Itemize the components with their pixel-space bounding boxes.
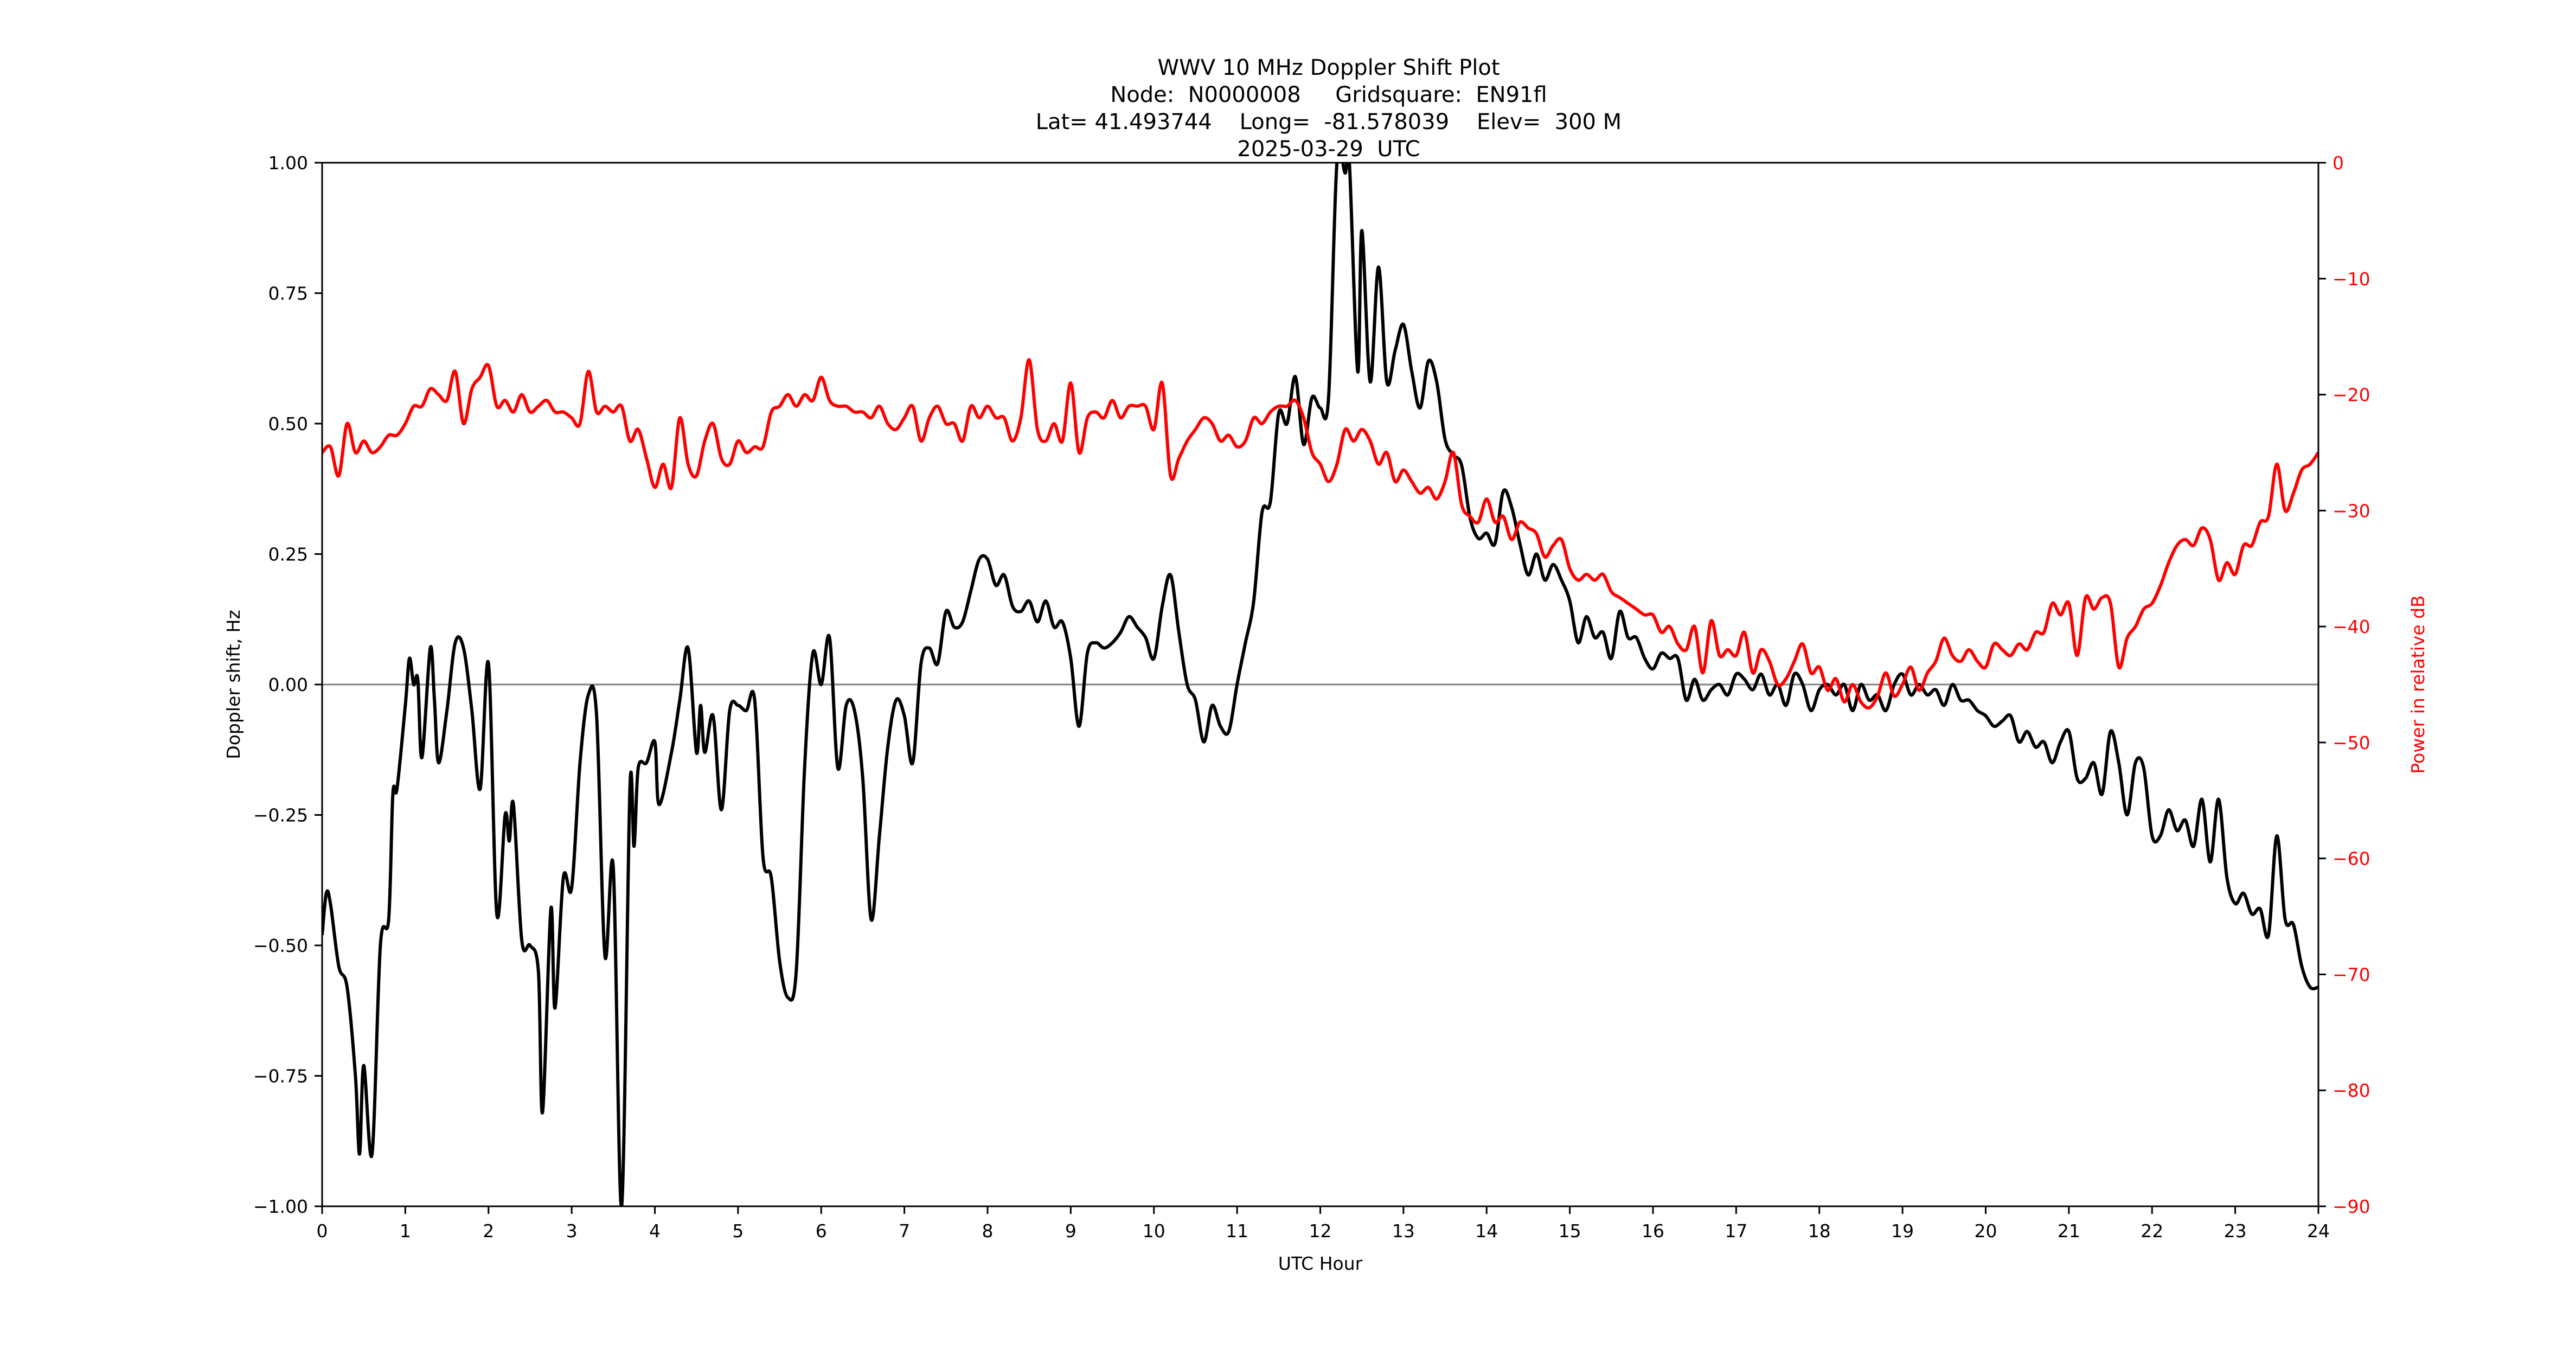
x-tick-label: 19: [1891, 1220, 1914, 1242]
chart-title-block: WWV 10 MHz Doppler Shift Plot Node: N000…: [0, 54, 2576, 163]
chart-title: WWV 10 MHz Doppler Shift Plot: [1157, 55, 1500, 80]
x-tick-label: 15: [1559, 1220, 1581, 1242]
y-tick-label: 0.00: [268, 674, 308, 695]
y2-tick-label: −80: [2333, 1080, 2370, 1101]
y2-tick-label: −50: [2333, 732, 2370, 753]
x-tick-label: 20: [1975, 1220, 1997, 1242]
x-tick-label: 22: [2141, 1220, 2163, 1242]
y2-tick-label: −90: [2333, 1196, 2370, 1217]
x-tick-label: 7: [899, 1220, 910, 1242]
x-tick-label: 17: [1725, 1220, 1747, 1242]
chart-subtitle-node: Node: N0000008 Gridsquare: EN91fl: [1110, 82, 1547, 107]
y2-tick-label: −20: [2333, 385, 2370, 406]
y-tick-label: −0.75: [253, 1066, 308, 1087]
x-tick-label: 13: [1392, 1220, 1415, 1242]
y2-axis-label-power: Power in relative dB: [2407, 595, 2428, 773]
power-series: [322, 358, 2318, 710]
x-tick-label: 21: [2058, 1220, 2080, 1242]
x-tick-label: 8: [982, 1220, 994, 1242]
y-tick-label: −1.00: [253, 1196, 308, 1217]
x-tick-label: 10: [1143, 1220, 1165, 1242]
x-tick-label: 11: [1226, 1220, 1248, 1242]
series-layer: [322, 163, 2318, 1206]
x-tick-label: 2: [483, 1220, 494, 1242]
y-tick-label: −0.50: [253, 935, 308, 956]
x-tick-label: 1: [400, 1220, 411, 1242]
y-tick-label: 1.00: [268, 152, 308, 174]
y-axis-label-doppler: Doppler shift, Hz: [223, 610, 244, 759]
y-tick-label: 0.50: [268, 413, 308, 434]
y2-tick-label: 0: [2333, 152, 2344, 174]
x-tick-label: 4: [649, 1220, 661, 1242]
x-tick-label: 6: [816, 1220, 827, 1242]
x-tick-label: 16: [1642, 1220, 1664, 1242]
axes-layer: 0 1 2 3 4 5 6 7 8 9 10 11 12 13 14 15 16 17 18 19 20 21 22 23 24…: [253, 152, 2370, 1242]
x-tick-label: 23: [2224, 1220, 2247, 1242]
y-tick-label: 0.75: [268, 283, 308, 304]
y2-tick-label: −10: [2333, 268, 2370, 290]
x-tick-label: 14: [1475, 1220, 1498, 1242]
y2-tick-label: −70: [2333, 964, 2370, 985]
x-tick-label: 12: [1309, 1220, 1332, 1242]
y-tick-label: −0.25: [253, 805, 308, 826]
chart-subtitle-location: Lat= 41.493744 Long= -81.578039 Elev= 30…: [1035, 110, 1622, 135]
y-tick-label: 0.25: [268, 544, 308, 565]
x-tick-label: 9: [1065, 1220, 1076, 1242]
x-axis-label: UTC Hour: [1278, 1253, 1363, 1274]
chart-subtitle-date: 2025-03-29 UTC: [1237, 137, 1420, 162]
x-tick-label: 0: [317, 1220, 328, 1242]
x-tick-label: 24: [2307, 1220, 2330, 1242]
x-tick-label: 5: [732, 1220, 744, 1242]
doppler-shift-series: [322, 163, 2318, 1206]
y2-tick-label: −40: [2333, 616, 2370, 637]
y2-tick-label: −30: [2333, 500, 2370, 521]
y2-tick-label: −60: [2333, 848, 2370, 869]
x-tick-label: 18: [1808, 1220, 1831, 1242]
x-tick-label: 3: [566, 1220, 578, 1242]
